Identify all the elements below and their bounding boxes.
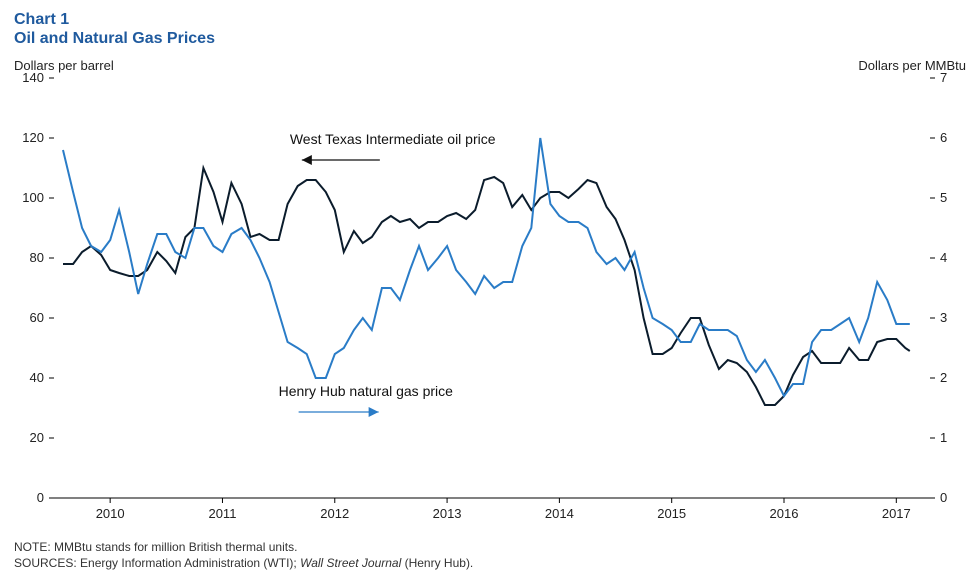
x-tick-label: 2015: [657, 506, 686, 521]
chart-footer: NOTE: MMBtu stands for million British t…: [14, 539, 473, 571]
series-wti: [63, 168, 910, 405]
x-tick-label: 2012: [320, 506, 349, 521]
x-tick-label: 2014: [545, 506, 574, 521]
footer-sources-italic: Wall Street Journal: [300, 556, 401, 570]
y-right-tick-label: 0: [940, 490, 947, 505]
y-right-tick-label: 2: [940, 370, 947, 385]
y-left-tick-label: 20: [30, 430, 44, 445]
y-left-tick-label: 60: [30, 310, 44, 325]
y-right-tick-label: 3: [940, 310, 947, 325]
y-left-tick-label: 0: [37, 490, 44, 505]
footer-sources-plain: SOURCES: Energy Information Administrati…: [14, 556, 300, 570]
footer-sources: SOURCES: Energy Information Administrati…: [14, 555, 473, 571]
footer-note: NOTE: MMBtu stands for million British t…: [14, 539, 473, 555]
chart-container: Chart 1 Oil and Natural Gas Prices Dolla…: [0, 0, 980, 579]
y-left-tick-label: 140: [22, 70, 44, 85]
arrow-right-head-icon: [369, 407, 379, 417]
y-left-tick-label: 40: [30, 370, 44, 385]
x-tick-label: 2013: [433, 506, 462, 521]
y-left-tick-label: 120: [22, 130, 44, 145]
x-tick-label: 2016: [770, 506, 799, 521]
footer-sources-tail: (Henry Hub).: [401, 556, 473, 570]
x-tick-label: 2017: [882, 506, 911, 521]
y-left-tick-label: 100: [22, 190, 44, 205]
y-right-tick-label: 5: [940, 190, 947, 205]
y-right-tick-label: 4: [940, 250, 947, 265]
y-right-tick-label: 6: [940, 130, 947, 145]
arrow-left-head-icon: [302, 155, 312, 165]
y-right-tick-label: 7: [940, 70, 947, 85]
x-tick-label: 2010: [96, 506, 125, 521]
x-tick-label: 2011: [208, 506, 236, 521]
plot-area: 0 20 40 60 80 100 120 140 0 1 2 3 4 5 6 7 2010 2011 2012 20…: [0, 0, 980, 579]
y-left-tick-label: 80: [30, 250, 44, 265]
series-henry_hub: [63, 138, 910, 396]
y-right-tick-label: 1: [940, 430, 947, 445]
series-label-wti: West Texas Intermediate oil price: [290, 131, 496, 147]
series-label-henry-hub: Henry Hub natural gas price: [279, 383, 454, 399]
